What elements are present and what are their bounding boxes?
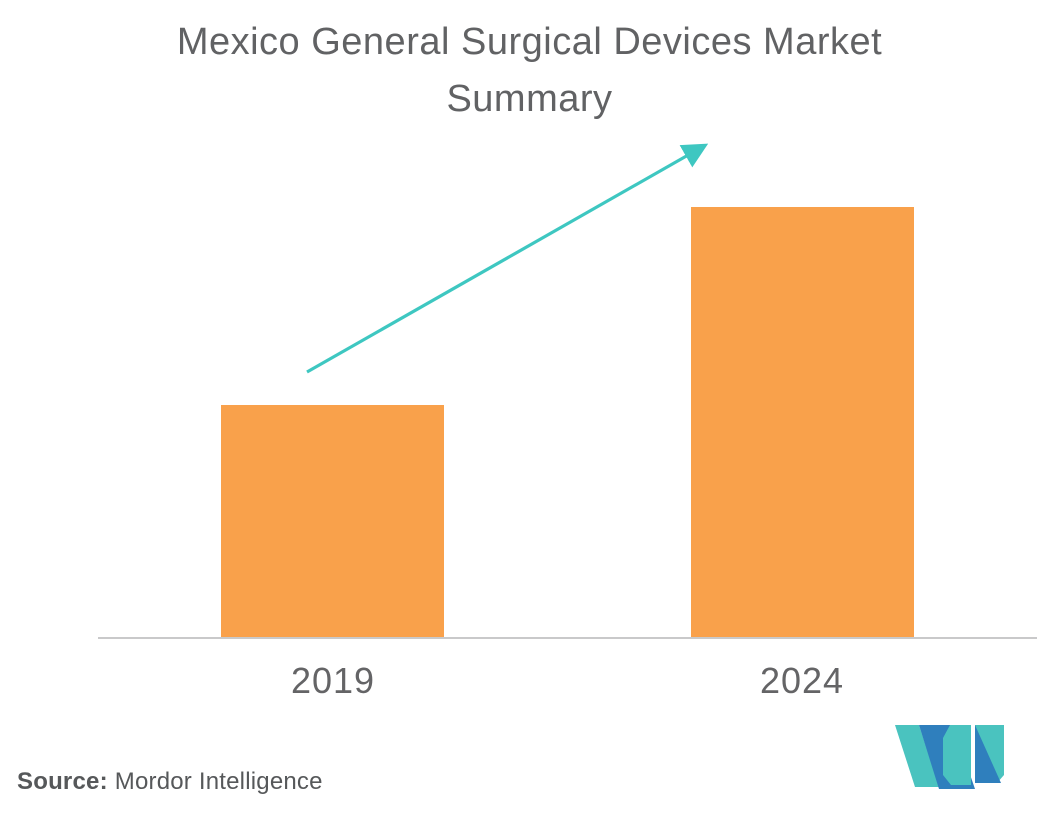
source-attribution: Source: Mordor Intelligence <box>17 768 323 796</box>
logo-m-left-stroke <box>895 725 939 787</box>
source-label: Source: <box>17 768 108 795</box>
x-tick-label-2024: 2024 <box>759 660 845 701</box>
bar-2019 <box>221 405 444 637</box>
x-tick-label-2019: 2019 <box>290 660 376 701</box>
chart-title-line-2: Summary <box>446 78 613 120</box>
growth-arrow-line <box>306 143 709 374</box>
source-text: Mordor Intelligence <box>114 768 323 795</box>
chart-title: Mexico General Surgical Devices Market S… <box>0 14 1059 128</box>
chart-title-line-1: Mexico General Surgical Devices Market <box>176 21 883 63</box>
logo-m-middle-stroke <box>943 725 971 785</box>
mordor-intelligence-logo <box>895 725 1004 789</box>
logo-i-slash <box>975 725 1001 783</box>
bar-2024 <box>691 207 914 637</box>
x-axis-line <box>98 637 1037 639</box>
